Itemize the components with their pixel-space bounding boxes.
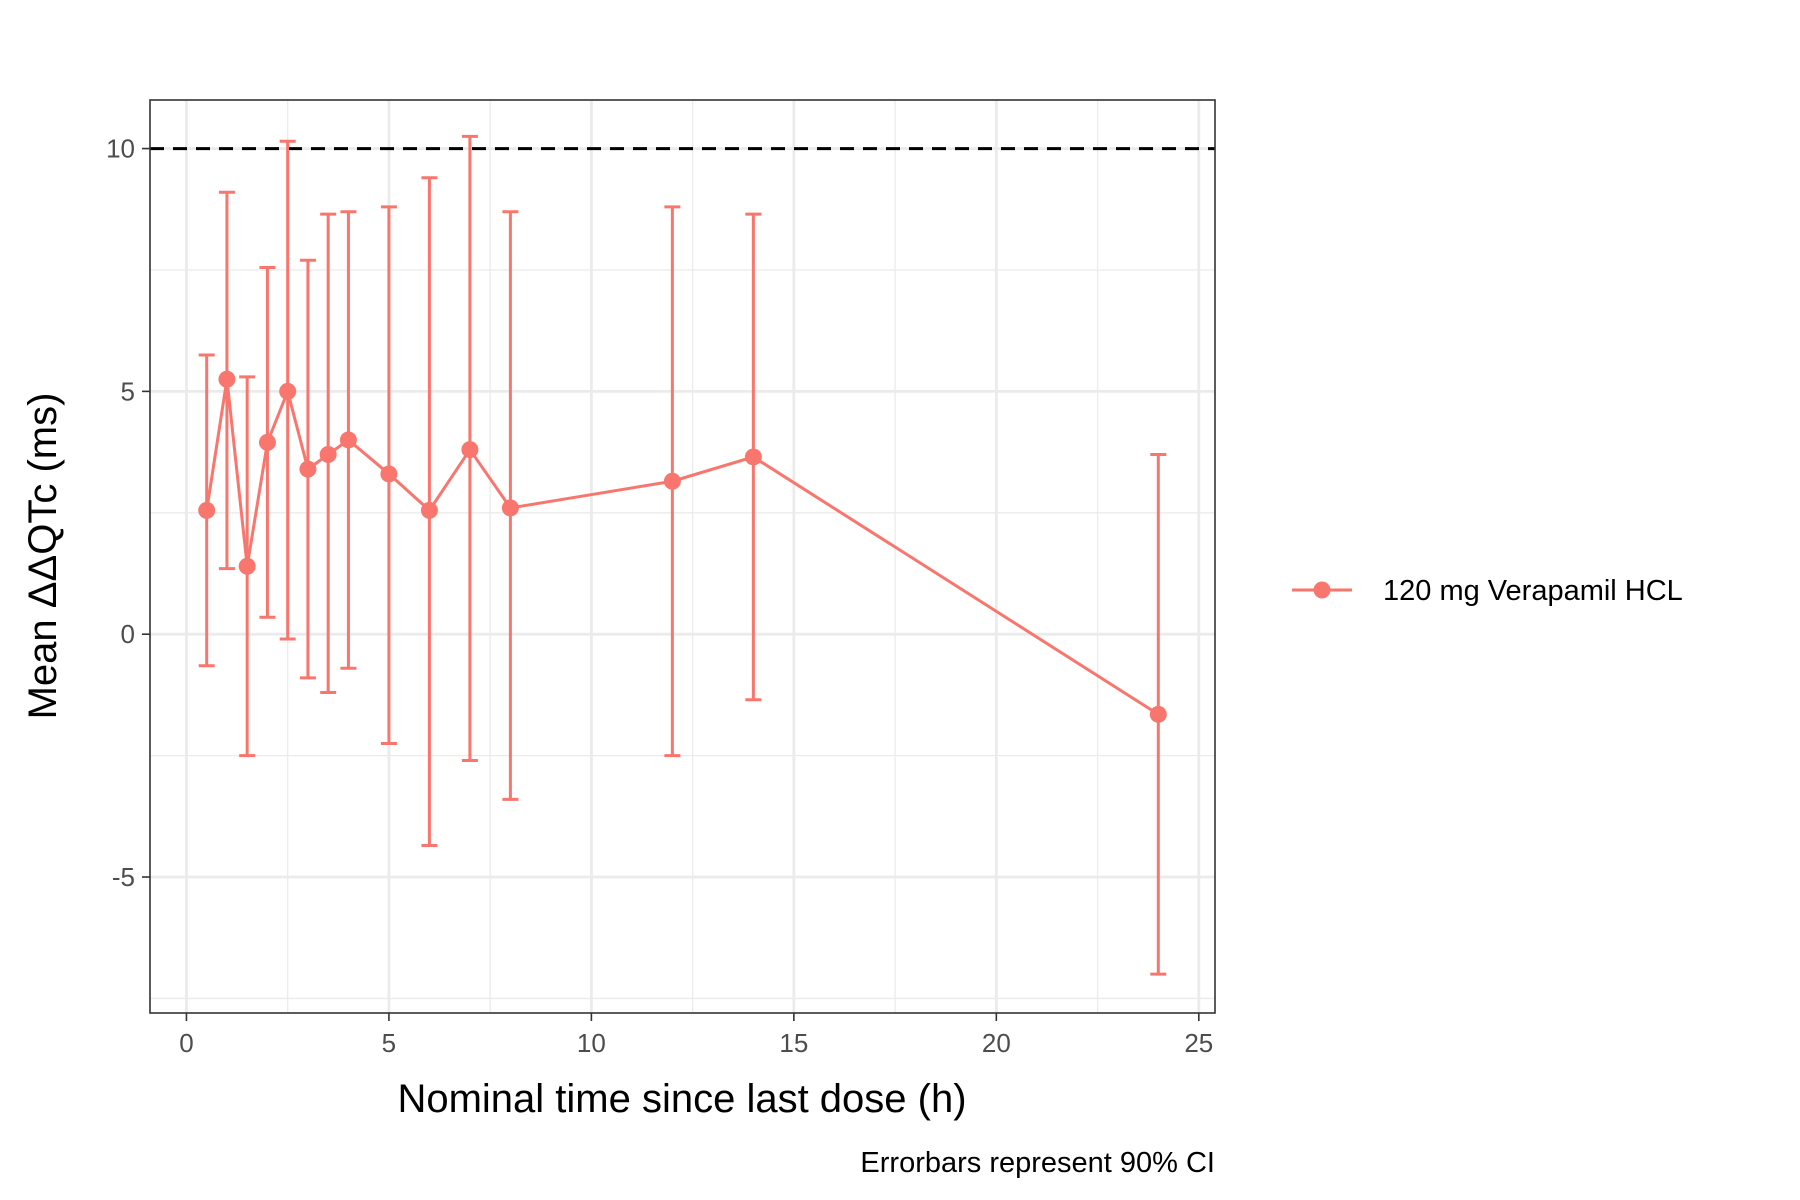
data-point — [258, 433, 276, 451]
x-tick-label: 20 — [982, 1028, 1011, 1058]
data-point — [744, 448, 762, 466]
data-point — [198, 501, 216, 519]
legend-label: 120 mg Verapamil HCL — [1383, 575, 1683, 607]
caption: Errorbars represent 90% CI — [860, 1147, 1215, 1179]
legend-key-point — [1313, 581, 1331, 599]
y-axis-title: Mean ΔΔQTc (ms) — [21, 393, 65, 720]
y-tick-label: 0 — [121, 619, 135, 649]
data-point — [380, 465, 398, 483]
data-point — [339, 431, 357, 449]
y-tick-label: 5 — [121, 376, 135, 406]
x-tick-label: 15 — [779, 1028, 808, 1058]
data-point — [279, 382, 297, 400]
data-point — [420, 501, 438, 519]
legend: 120 mg Verapamil HCL — [1292, 575, 1683, 607]
x-axis-title: Nominal time since last dose (h) — [397, 1077, 966, 1121]
data-points — [198, 370, 1167, 723]
x-tick-label: 25 — [1184, 1028, 1213, 1058]
y-tick-label: -5 — [112, 862, 135, 892]
y-tick-label: 10 — [106, 134, 135, 164]
data-point — [319, 446, 337, 464]
x-axis-ticks: 0 5 10 15 20 25 — [179, 1013, 1213, 1058]
data-point — [218, 370, 236, 388]
x-tick-label: 10 — [577, 1028, 606, 1058]
data-point — [501, 499, 519, 517]
data-point — [663, 472, 681, 490]
data-point — [238, 557, 256, 575]
plot-border — [149, 99, 1216, 1014]
data-point — [1149, 705, 1167, 723]
y-axis-ticks: -5 0 5 10 — [106, 134, 150, 892]
x-tick-label: 0 — [179, 1028, 193, 1058]
data-point — [299, 460, 317, 478]
x-tick-label: 5 — [382, 1028, 396, 1058]
data-point — [461, 441, 479, 459]
